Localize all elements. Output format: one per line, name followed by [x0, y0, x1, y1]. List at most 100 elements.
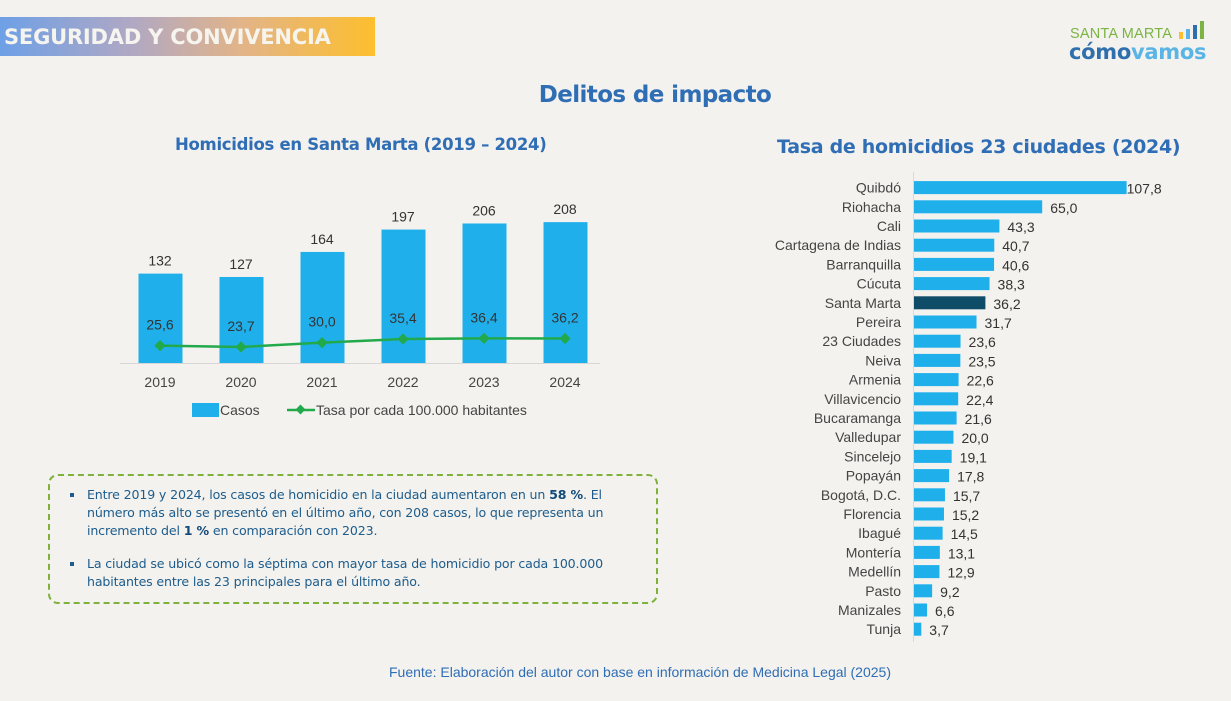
- bar-data-label: 12,9: [947, 565, 974, 581]
- bar-data-label: 43,3: [1007, 219, 1034, 235]
- rate-marker: [397, 333, 409, 345]
- bar-data-label: 40,6: [1002, 257, 1029, 273]
- finding-text: La ciudad se ubicó como la séptima con m…: [87, 556, 603, 589]
- rate-line: [159, 337, 566, 349]
- city-bar: [914, 545, 940, 559]
- legend-label-casos: Casos: [220, 402, 260, 418]
- city-bar: [914, 603, 928, 617]
- city-label: Armenia: [849, 372, 901, 388]
- bar-data-label: 22,6: [967, 373, 994, 389]
- city-bar: [914, 334, 961, 348]
- bar-data-label: 36,2: [993, 296, 1020, 312]
- bar-data-label: 20,0: [961, 430, 988, 446]
- city-label: Pereira: [856, 314, 901, 330]
- finding-item: La ciudad se ubicó como la séptima con m…: [68, 555, 643, 591]
- city-label: Florencia: [843, 506, 901, 522]
- city-label: Medellín: [848, 564, 901, 580]
- city-bar: [914, 526, 943, 540]
- bar-highlight-santa-marta: [914, 296, 986, 310]
- logo-vamos: vamos: [1131, 40, 1207, 64]
- bar-data-label: 206: [472, 202, 496, 218]
- rate-marker: [316, 337, 328, 349]
- rate-marker: [559, 332, 571, 345]
- city-bar: [914, 392, 959, 406]
- rate-data-label: 36,4: [470, 309, 497, 325]
- section-banner: SEGURIDAD Y CONVIVENCIA: [0, 17, 375, 56]
- bar-data-label: 197: [391, 209, 415, 225]
- city-homicide-rate-chart: Quibdó 107,8 Riohacha 65,0 Cali 43,3 Cartagena…: [775, 172, 1162, 642]
- logo-bar: [1193, 25, 1197, 39]
- logo-bar: [1200, 21, 1204, 39]
- key-findings-box: Entre 2019 y 2024, los casos de homicidi…: [48, 474, 658, 604]
- city-bar: [914, 315, 977, 329]
- bar-chart-icon: [1179, 21, 1209, 39]
- bar-data-label: 65,0: [1050, 200, 1077, 216]
- bar-data-label: 127: [229, 256, 253, 272]
- city-bar: [914, 430, 954, 444]
- legend-label-rate: Tasa por cada 100.000 habitantes: [316, 402, 527, 418]
- section-label: SEGURIDAD Y CONVIVENCIA: [4, 24, 331, 49]
- bar-data-label: 23,5: [968, 353, 995, 369]
- bar-data-label: 13,1: [948, 545, 975, 561]
- page-title: Delitos de impacto: [538, 82, 772, 108]
- rate-data-label: 36,2: [551, 309, 578, 325]
- rate-marker: [478, 332, 490, 345]
- x-tick-label: 2021: [306, 374, 337, 390]
- bar-data-label: 15,2: [952, 507, 979, 523]
- city-label: Barranquilla: [826, 256, 901, 272]
- x-tick-label: 2020: [225, 374, 256, 390]
- city-label: Manizales: [838, 602, 901, 618]
- finding-text: Entre 2019 y 2024, los casos de homicidi…: [87, 487, 550, 502]
- rate-marker: [154, 340, 166, 352]
- city-label: Villavicencio: [824, 391, 901, 407]
- city-bar: [914, 257, 995, 271]
- city-bar: [914, 584, 933, 598]
- bar-data-label: 6,6: [935, 603, 955, 619]
- city-bar: [914, 277, 990, 291]
- city-label: Popayán: [846, 468, 901, 484]
- city-label: Valledupar: [835, 429, 901, 445]
- homicides-chart-title: Homicidios en Santa Marta (2019 – 2024): [175, 135, 547, 154]
- bar-data-label: 40,7: [1002, 238, 1029, 254]
- city-label: Riohacha: [842, 199, 901, 215]
- city-label: Pasto: [865, 583, 901, 599]
- logo-como: cómo: [1069, 40, 1131, 64]
- logo-bar: [1186, 29, 1190, 39]
- bar-data-label: 22,4: [966, 392, 993, 408]
- city-label: Bucaramanga: [814, 410, 901, 426]
- bar-data-label: 14,5: [951, 526, 978, 542]
- bar-data-label: 3,7: [929, 622, 949, 638]
- city-label: Bogotá, D.C.: [821, 487, 901, 503]
- bar-data-label: 38,3: [998, 277, 1025, 293]
- logo-bar: [1179, 32, 1183, 39]
- bar-data-label: 15,7: [953, 488, 980, 504]
- legend-swatch-casos: [192, 403, 219, 417]
- city-label: Santa Marta: [825, 295, 901, 311]
- x-tick-label: 2024: [549, 374, 580, 390]
- homicides-combo-chart: 132 2019 127 2020 164 2021 197 2022 206 2023 208 20…: [120, 201, 600, 418]
- city-label: Sincelejo: [844, 448, 901, 464]
- bar-data-label: 208: [553, 201, 577, 217]
- x-tick-label: 2019: [144, 374, 175, 390]
- city-bar: [914, 219, 1000, 233]
- city-bar: [914, 181, 1127, 195]
- city-bar: [914, 200, 1043, 214]
- source-note: Fuente: Elaboración del autor con base e…: [389, 664, 891, 680]
- bar-data-label: 132: [148, 253, 172, 269]
- city-bar: [914, 353, 961, 367]
- bar-data-label: 17,8: [957, 469, 984, 485]
- finding-item: Entre 2019 y 2024, los casos de homicidi…: [68, 486, 643, 540]
- x-tick-label: 2022: [387, 374, 418, 390]
- city-bar: [914, 507, 944, 521]
- santa-marta-como-vamos-logo: SANTA MARTA cómovamos: [1068, 20, 1208, 66]
- bar-data-label: 107,8: [1127, 181, 1162, 197]
- city-bar: [914, 449, 952, 463]
- bar-data-label: 19,1: [960, 449, 987, 465]
- city-rate-chart-title: Tasa de homicidios 23 ciudades (2024): [777, 136, 1181, 158]
- x-tick-label: 2023: [468, 374, 499, 390]
- city-bar: [914, 469, 950, 483]
- finding-text: . El número más alto se presentó en el ú…: [87, 487, 604, 538]
- rate-data-label: 23,7: [227, 318, 254, 334]
- city-bar: [914, 565, 940, 579]
- city-label: Montería: [846, 544, 901, 560]
